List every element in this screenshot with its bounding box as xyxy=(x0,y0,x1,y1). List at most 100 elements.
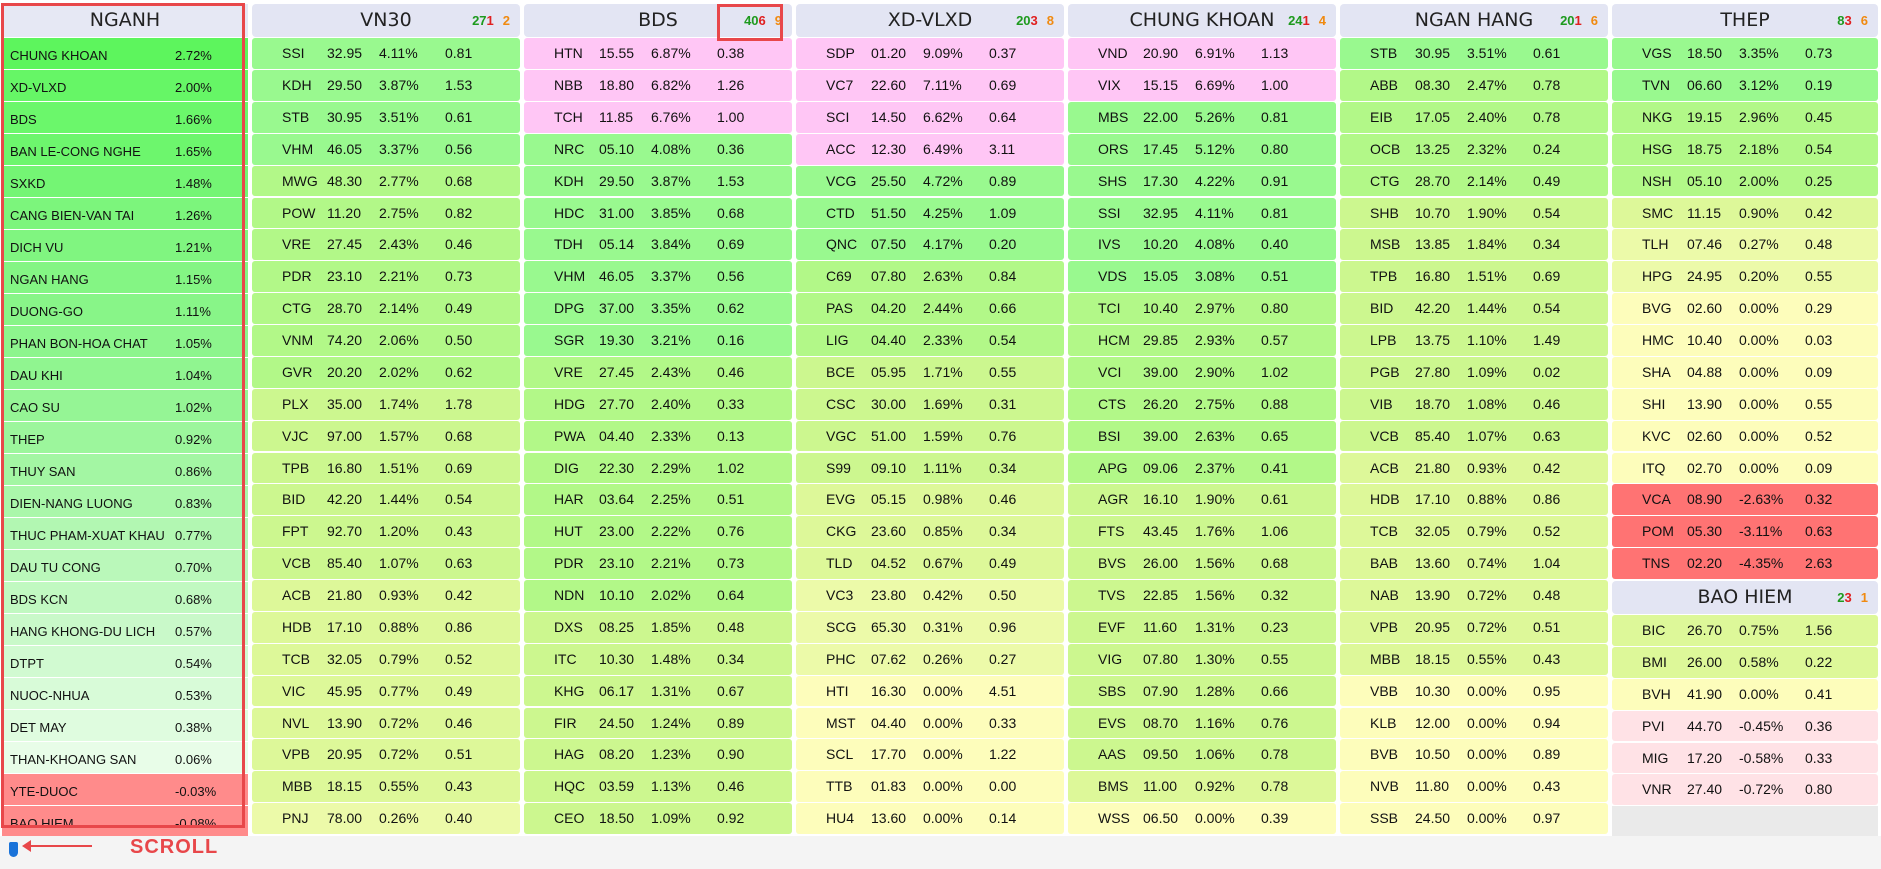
stock-row[interactable]: AGR 16.10 1.90% 0.61 xyxy=(1068,484,1336,516)
stock-row[interactable]: HDB 17.10 0.88% 0.86 xyxy=(1340,484,1608,516)
stock-row[interactable]: NSH 05.10 2.00% 0.25 xyxy=(1612,165,1878,197)
stock-row[interactable]: TPB 16.80 1.51% 0.69 xyxy=(1340,261,1608,292)
stock-row[interactable]: SBS 07.90 1.28% 0.66 xyxy=(1068,675,1336,707)
stock-row[interactable]: MWG 48.30 2.77% 0.68 xyxy=(252,165,520,197)
stock-row[interactable]: SHA 04.88 0.00% 0.09 xyxy=(1612,356,1878,388)
stock-row[interactable]: VC3 23.80 0.42% 0.50 xyxy=(796,580,1064,611)
stock-row[interactable]: NVL 13.90 0.72% 0.46 xyxy=(252,707,520,739)
section-header-bao-hiem[interactable]: BAO HIEM 23 1 xyxy=(1612,580,1878,614)
stock-row[interactable]: SDP 01.20 9.09% 0.37 xyxy=(796,38,1064,69)
stock-row[interactable]: QNC 07.50 4.17% 0.20 xyxy=(796,229,1064,261)
stock-row[interactable]: BVH 41.90 0.00% 0.41 xyxy=(1612,678,1878,710)
stock-row[interactable]: TCI 10.40 2.97% 0.80 xyxy=(1068,293,1336,324)
stock-row[interactable]: BID 42.20 1.44% 0.54 xyxy=(252,484,520,516)
stock-row[interactable]: FPT 92.70 1.20% 0.43 xyxy=(252,516,520,547)
stock-row[interactable]: LPB 13.75 1.10% 1.49 xyxy=(1340,325,1608,356)
horizontal-scrollbar[interactable]: SCROLL xyxy=(0,836,1881,869)
sector-row[interactable]: BAN LE-CONG NGHE 1.65% xyxy=(2,134,248,165)
stock-row[interactable]: VRE 27.45 2.43% 0.46 xyxy=(252,229,520,261)
stock-row[interactable]: S99 09.10 1.11% 0.34 xyxy=(796,452,1064,484)
stock-row[interactable]: PGB 27.80 1.09% 0.02 xyxy=(1340,356,1608,388)
stock-row[interactable]: NRC 05.10 4.08% 0.36 xyxy=(524,133,792,165)
stock-row[interactable]: VCB 85.40 1.07% 0.63 xyxy=(252,548,520,579)
stock-row[interactable]: SCI 14.50 6.62% 0.64 xyxy=(796,101,1064,133)
stock-row[interactable]: BCE 05.95 1.71% 0.55 xyxy=(796,356,1064,388)
stock-row[interactable]: TVS 22.85 1.56% 0.32 xyxy=(1068,580,1336,611)
sector-row[interactable]: THAN-KHOANG SAN 0.06% xyxy=(2,742,248,773)
stock-row[interactable]: EVS 08.70 1.16% 0.76 xyxy=(1068,707,1336,739)
stock-row[interactable]: VC7 22.60 7.11% 0.69 xyxy=(796,70,1064,101)
stock-row[interactable]: NBB 18.80 6.82% 1.26 xyxy=(524,70,792,101)
stock-row[interactable]: APG 09.06 2.37% 0.41 xyxy=(1068,452,1336,484)
stock-row[interactable]: TCH 11.85 6.76% 1.00 xyxy=(524,101,792,133)
stock-row[interactable]: VCA 08.90 -2.63% 0.32 xyxy=(1612,484,1878,516)
stock-row[interactable]: HTI 16.30 0.00% 4.51 xyxy=(796,675,1064,707)
scroll-thumb[interactable] xyxy=(9,842,18,857)
sector-row[interactable]: DICH VU 1.21% xyxy=(2,230,248,261)
stock-row[interactable]: TCB 32.05 0.79% 0.52 xyxy=(1340,516,1608,547)
stock-row[interactable]: DXS 08.25 1.85% 0.48 xyxy=(524,611,792,643)
stock-row[interactable]: BIC 26.70 0.75% 1.56 xyxy=(1612,615,1878,646)
stock-row[interactable]: CTS 26.20 2.75% 0.88 xyxy=(1068,388,1336,420)
stock-row[interactable]: SCL 17.70 0.00% 1.22 xyxy=(796,739,1064,771)
stock-row[interactable]: HAG 08.20 1.23% 0.90 xyxy=(524,739,792,771)
stock-row[interactable]: KDH 29.50 3.87% 1.53 xyxy=(252,70,520,101)
stock-row[interactable]: MST 04.40 0.00% 0.33 xyxy=(796,707,1064,739)
stock-row[interactable]: NAB 13.90 0.72% 0.48 xyxy=(1340,580,1608,611)
stock-row[interactable]: PLX 35.00 1.74% 1.78 xyxy=(252,388,520,420)
stock-row[interactable]: PHC 07.62 0.26% 0.27 xyxy=(796,643,1064,675)
stock-row[interactable]: BAB 13.60 0.74% 1.04 xyxy=(1340,548,1608,579)
stock-row[interactable]: PNJ 78.00 0.26% 0.40 xyxy=(252,803,520,834)
stock-row[interactable]: TDH 05.14 3.84% 0.69 xyxy=(524,229,792,261)
stock-row[interactable]: VHM 46.05 3.37% 0.56 xyxy=(524,261,792,292)
stock-row[interactable]: ITC 10.30 1.48% 0.34 xyxy=(524,643,792,675)
stock-row[interactable]: C69 07.80 2.63% 0.84 xyxy=(796,261,1064,292)
sector-row[interactable]: DTPT 0.54% xyxy=(2,646,248,677)
stock-row[interactable]: CKG 23.60 0.85% 0.34 xyxy=(796,516,1064,547)
stock-row[interactable]: VIC 45.95 0.77% 0.49 xyxy=(252,675,520,707)
stock-row[interactable]: OCB 13.25 2.32% 0.24 xyxy=(1340,133,1608,165)
stock-row[interactable]: MSB 13.85 1.84% 0.34 xyxy=(1340,229,1608,261)
stock-row[interactable]: STB 30.95 3.51% 0.61 xyxy=(252,101,520,133)
stock-row[interactable]: HDC 31.00 3.85% 0.68 xyxy=(524,197,792,229)
stock-row[interactable]: NKG 19.15 2.96% 0.45 xyxy=(1612,101,1878,133)
stock-row[interactable]: KLB 12.00 0.00% 0.94 xyxy=(1340,707,1608,739)
sector-row[interactable]: THEP 0.92% xyxy=(2,422,248,453)
stock-row[interactable]: MBB 18.15 0.55% 0.43 xyxy=(252,771,520,802)
stock-row[interactable]: NVB 11.80 0.00% 0.43 xyxy=(1340,771,1608,802)
stock-row[interactable]: VIB 18.70 1.08% 0.46 xyxy=(1340,388,1608,420)
stock-row[interactable]: EVF 11.60 1.31% 0.23 xyxy=(1068,611,1336,643)
stock-row[interactable]: DIG 22.30 2.29% 1.02 xyxy=(524,452,792,484)
stock-row[interactable]: VCB 85.40 1.07% 0.63 xyxy=(1340,420,1608,452)
sector-row[interactable]: YTE-DUOC -0.03% xyxy=(2,774,248,805)
stock-row[interactable]: VCG 25.50 4.72% 0.89 xyxy=(796,165,1064,197)
stock-row[interactable]: BVS 26.00 1.56% 0.68 xyxy=(1068,548,1336,579)
stock-row[interactable]: SHI 13.90 0.00% 0.55 xyxy=(1612,388,1878,420)
stock-row[interactable]: CTD 51.50 4.25% 1.09 xyxy=(796,197,1064,229)
sector-row[interactable]: CANG BIEN-VAN TAI 1.26% xyxy=(2,198,248,229)
stock-row[interactable]: VHM 46.05 3.37% 0.56 xyxy=(252,133,520,165)
sector-row[interactable]: BDS KCN 0.68% xyxy=(2,582,248,613)
stock-row[interactable]: CTG 28.70 2.14% 0.49 xyxy=(252,293,520,324)
stock-row[interactable]: TCB 32.05 0.79% 0.52 xyxy=(252,643,520,675)
stock-row[interactable]: SHS 17.30 4.22% 0.91 xyxy=(1068,165,1336,197)
stock-row[interactable]: ORS 17.45 5.12% 0.80 xyxy=(1068,133,1336,165)
sector-row[interactable]: NGAN HANG 1.15% xyxy=(2,262,248,293)
stock-row[interactable]: VPB 20.95 0.72% 0.51 xyxy=(252,739,520,771)
stock-row[interactable]: KHG 06.17 1.31% 0.67 xyxy=(524,675,792,707)
stock-row[interactable]: BMI 26.00 0.58% 0.22 xyxy=(1612,646,1878,678)
stock-row[interactable]: HDG 27.70 2.40% 0.33 xyxy=(524,388,792,420)
stock-row[interactable]: BVB 10.50 0.00% 0.89 xyxy=(1340,739,1608,771)
stock-row[interactable]: BVG 02.60 0.00% 0.29 xyxy=(1612,293,1878,324)
sector-row[interactable]: DAU TU CONG 0.70% xyxy=(2,550,248,581)
stock-row[interactable]: HPG 24.95 0.20% 0.55 xyxy=(1612,261,1878,292)
stock-row[interactable]: HDB 17.10 0.88% 0.86 xyxy=(252,611,520,643)
stock-row[interactable]: VNR 27.40 -0.72% 0.80 xyxy=(1612,774,1878,806)
sector-row[interactable]: CAO SU 1.02% xyxy=(2,390,248,421)
stock-row[interactable]: VGC 51.00 1.59% 0.76 xyxy=(796,420,1064,452)
stock-row[interactable]: HSG 18.75 2.18% 0.54 xyxy=(1612,133,1878,165)
stock-row[interactable]: LIG 04.40 2.33% 0.54 xyxy=(796,325,1064,356)
stock-row[interactable]: IVS 10.20 4.08% 0.40 xyxy=(1068,229,1336,261)
stock-row[interactable]: VIG 07.80 1.30% 0.55 xyxy=(1068,643,1336,675)
stock-row[interactable]: PVI 44.70 -0.45% 0.36 xyxy=(1612,710,1878,742)
